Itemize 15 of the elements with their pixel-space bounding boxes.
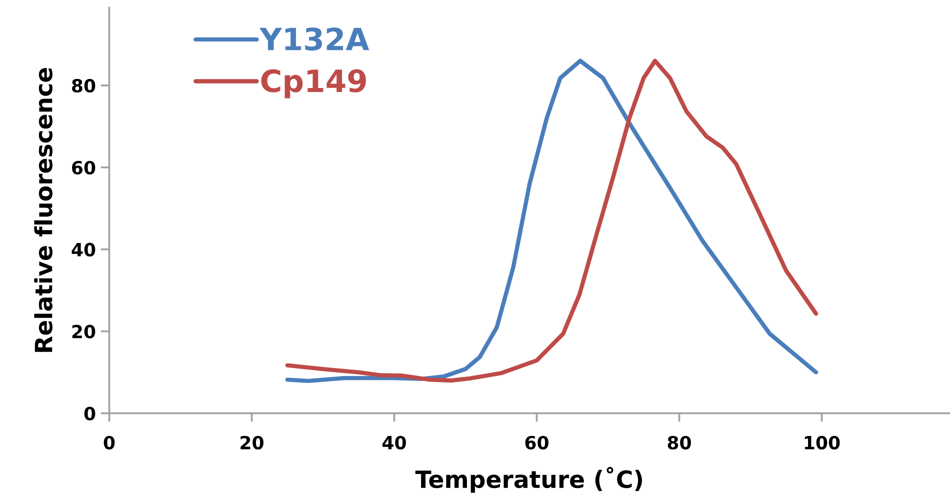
y-tick-label: 0 — [84, 406, 96, 420]
y-axis-title: Relative fluorescence — [34, 68, 52, 352]
x-axis-title: Temperature (˚C) — [415, 466, 642, 493]
y-tick-label: 20 — [72, 324, 96, 338]
x-tick-label: 100 — [804, 436, 840, 450]
y-tick-label: 60 — [72, 160, 96, 175]
y-tick-label: 80 — [72, 78, 96, 93]
x-tick-label: 80 — [668, 436, 691, 450]
x-tick-label: 40 — [382, 436, 406, 450]
legend-label: Cp149 — [261, 69, 366, 98]
x-tick-label: 20 — [240, 436, 264, 450]
legend-label: Y132A — [259, 27, 370, 51]
x-tick-label: 60 — [525, 436, 548, 450]
y-tick-label: 40 — [72, 242, 96, 256]
x-tick-label: 0 — [104, 436, 115, 450]
